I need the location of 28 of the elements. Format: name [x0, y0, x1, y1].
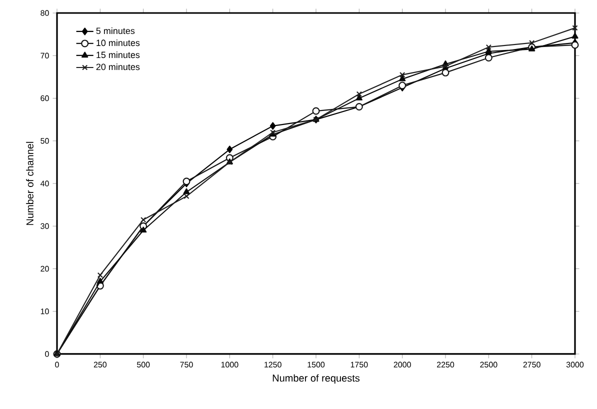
x-tick-label: 3000 [566, 362, 584, 368]
x-tick-label: 500 [136, 362, 150, 368]
x-tick-label: 2000 [394, 362, 411, 368]
y-tick-label: 20 [40, 266, 49, 272]
y-tick-label: 60 [40, 95, 49, 102]
y-tick-label: 40 [40, 180, 49, 186]
y-tick-label: 10 [40, 308, 49, 314]
x-tick-label: 2750 [523, 362, 540, 368]
x-tick-label: 1000 [221, 362, 238, 368]
x-tick-label: 1500 [308, 362, 325, 368]
x-tick-label: 250 [94, 362, 107, 368]
x-tick-label: 1750 [350, 362, 368, 368]
x-tick-label: 1250 [264, 362, 282, 368]
y-tick-label: 0 [45, 351, 49, 357]
y-tick-label: 50 [40, 138, 49, 144]
y-axis-title: Number of channel [26, 142, 34, 225]
x-axis-title: Number of requests [272, 374, 360, 384]
x-tick-label: 2500 [480, 362, 498, 368]
x-tick-label: 0 [55, 362, 59, 368]
legend-label: 5 minutes [96, 27, 135, 34]
y-tick-label: 80 [40, 10, 49, 16]
y-tick-label: 30 [40, 223, 49, 229]
y-tick-label: 70 [40, 52, 49, 58]
legend-label: 10 minutes [96, 39, 140, 46]
legend-label: 15 minutes [96, 51, 140, 58]
legend-label: 20 minutes [96, 63, 140, 70]
x-tick-label: 750 [180, 362, 193, 368]
x-tick-label: 2250 [437, 362, 454, 368]
